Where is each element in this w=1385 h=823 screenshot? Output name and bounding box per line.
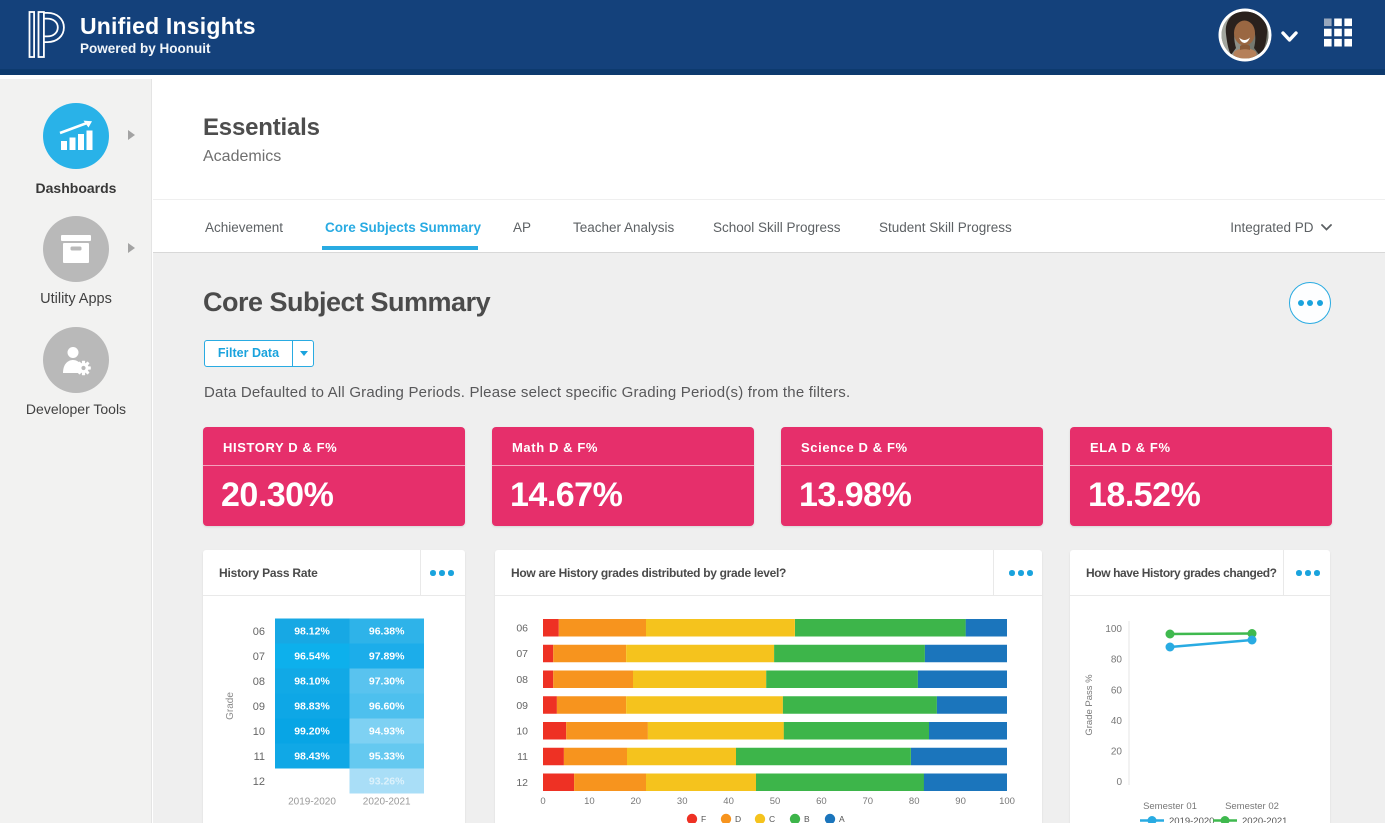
svg-text:98.10%: 98.10% — [294, 676, 330, 688]
svg-text:11: 11 — [517, 751, 528, 763]
svg-text:08: 08 — [253, 676, 265, 688]
svg-text:60: 60 — [1111, 685, 1123, 696]
svg-text:12: 12 — [253, 776, 265, 788]
svg-text:97.30%: 97.30% — [369, 676, 405, 688]
svg-text:F: F — [701, 814, 706, 823]
svg-text:A: A — [839, 814, 845, 823]
svg-text:10: 10 — [516, 726, 528, 738]
svg-text:98.83%: 98.83% — [294, 701, 330, 713]
svg-text:99.20%: 99.20% — [294, 726, 330, 738]
svg-text:40: 40 — [723, 796, 734, 807]
svg-text:2019-2020: 2019-2020 — [288, 797, 336, 808]
svg-text:10: 10 — [253, 726, 265, 738]
svg-text:06: 06 — [253, 626, 265, 638]
svg-text:90: 90 — [955, 796, 966, 807]
svg-text:06: 06 — [516, 623, 528, 635]
svg-text:60: 60 — [816, 796, 827, 807]
svg-text:Grade: Grade — [225, 692, 236, 720]
svg-text:2020-2021: 2020-2021 — [1242, 816, 1287, 823]
svg-text:98.43%: 98.43% — [294, 751, 330, 763]
svg-text:94.93%: 94.93% — [369, 726, 405, 738]
svg-text:0: 0 — [540, 796, 545, 807]
svg-text:96.38%: 96.38% — [369, 626, 405, 638]
svg-text:2019-2020: 2019-2020 — [1169, 816, 1214, 823]
svg-text:07: 07 — [253, 651, 265, 663]
svg-text:C: C — [769, 814, 775, 823]
svg-text:96.60%: 96.60% — [369, 701, 405, 713]
svg-text:100: 100 — [1105, 624, 1122, 635]
svg-text:08: 08 — [516, 674, 528, 686]
svg-text:80: 80 — [909, 796, 920, 807]
svg-text:20: 20 — [631, 796, 642, 807]
svg-text:96.54%: 96.54% — [294, 651, 330, 663]
svg-text:07: 07 — [516, 648, 528, 660]
svg-text:50: 50 — [770, 796, 781, 807]
svg-text:40: 40 — [1111, 716, 1123, 727]
svg-text:95.33%: 95.33% — [369, 751, 405, 763]
svg-text:0: 0 — [1116, 777, 1122, 788]
svg-text:70: 70 — [863, 796, 874, 807]
svg-text:10: 10 — [584, 796, 595, 807]
svg-text:93.26%: 93.26% — [369, 776, 405, 788]
svg-text:11: 11 — [254, 751, 265, 763]
svg-text:09: 09 — [516, 700, 528, 712]
svg-text:2020-2021: 2020-2021 — [363, 797, 411, 808]
svg-text:98.12%: 98.12% — [294, 626, 330, 638]
svg-text:09: 09 — [253, 701, 265, 713]
svg-text:B: B — [804, 814, 810, 823]
svg-text:80: 80 — [1111, 655, 1123, 666]
svg-text:Semester 02: Semester 02 — [1225, 801, 1279, 812]
svg-text:20: 20 — [1111, 747, 1123, 758]
svg-text:100: 100 — [999, 796, 1015, 807]
svg-text:Grade Pass %: Grade Pass % — [1084, 674, 1095, 736]
svg-text:Semester 01: Semester 01 — [1143, 801, 1197, 812]
svg-text:12: 12 — [516, 777, 528, 789]
svg-text:D: D — [735, 814, 741, 823]
svg-text:30: 30 — [677, 796, 688, 807]
svg-text:97.89%: 97.89% — [369, 651, 405, 663]
